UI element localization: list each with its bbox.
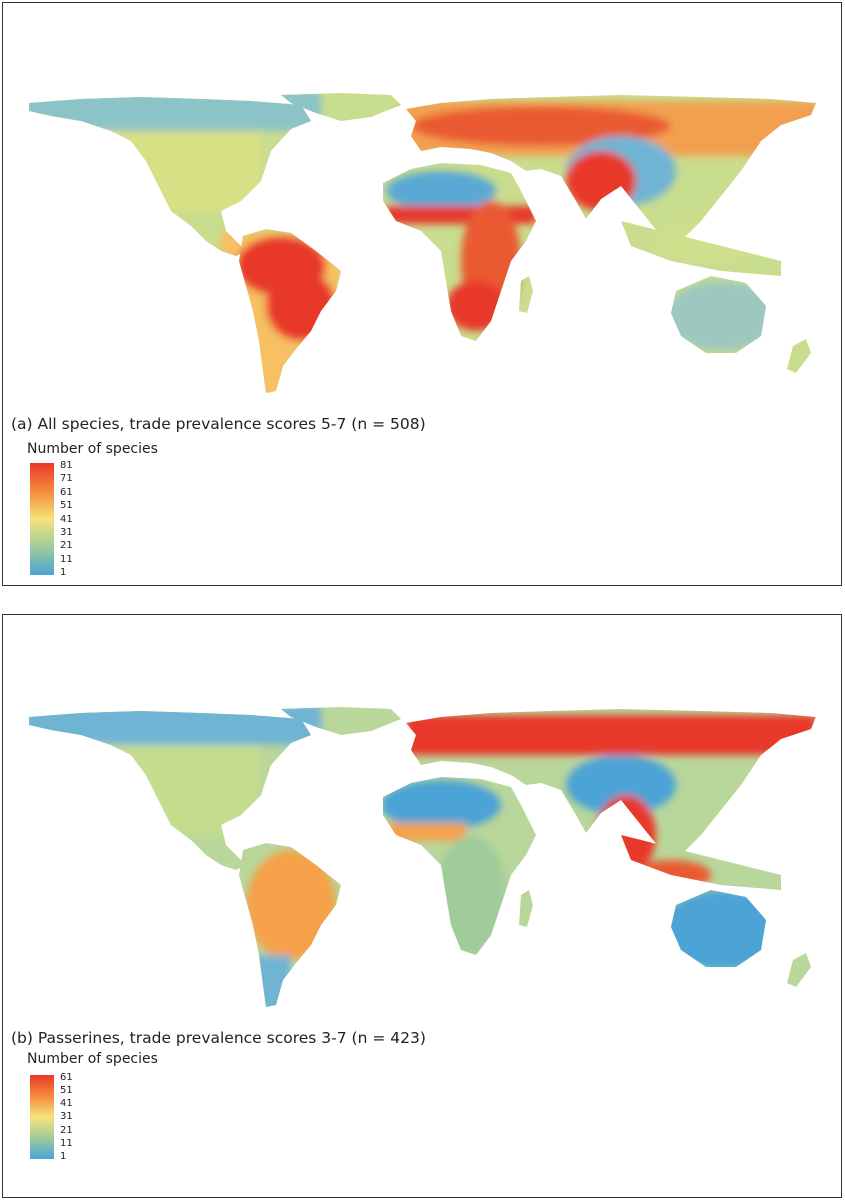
panel-caption: (a) All species, trade prevalence scores…: [11, 415, 426, 433]
legend-tick: 51: [60, 500, 73, 512]
legend-tick-labels: 61 51 41 31 21 11 1: [60, 1072, 73, 1162]
panel-a: (a) All species, trade prevalence scores…: [2, 2, 842, 586]
legend-color-ramp: [30, 1075, 54, 1159]
legend-tick: 11: [60, 1137, 73, 1149]
legend-tick: 61: [60, 486, 73, 498]
legend-tick: 31: [60, 526, 73, 538]
legend-title: Number of species: [27, 1051, 158, 1067]
legend-color-ramp: [30, 463, 54, 575]
legend-title: Number of species: [27, 441, 158, 457]
legend-tick: 81: [60, 460, 73, 471]
legend-tick: 31: [60, 1111, 73, 1123]
legend-tick: 61: [60, 1072, 73, 1083]
legend-tick-labels: 81 71 61 51 41 31 21 11 1: [60, 460, 73, 578]
legend-tick: 51: [60, 1085, 73, 1097]
legend-tick: 11: [60, 553, 73, 565]
panel-b: (b) Passerines, trade prevalence scores …: [2, 614, 842, 1198]
panel-caption: (b) Passerines, trade prevalence scores …: [11, 1029, 426, 1047]
legend-tick: 21: [60, 540, 73, 552]
legend-tick: 1: [60, 567, 67, 578]
legend-tick: 1: [60, 1150, 67, 1162]
legend-tick: 71: [60, 473, 73, 485]
species-richness-map-b: [29, 707, 816, 1007]
species-richness-map-a: [29, 93, 816, 393]
legend-tick: 41: [60, 513, 73, 525]
legend-tick: 41: [60, 1098, 73, 1110]
legend-tick: 21: [60, 1124, 73, 1136]
